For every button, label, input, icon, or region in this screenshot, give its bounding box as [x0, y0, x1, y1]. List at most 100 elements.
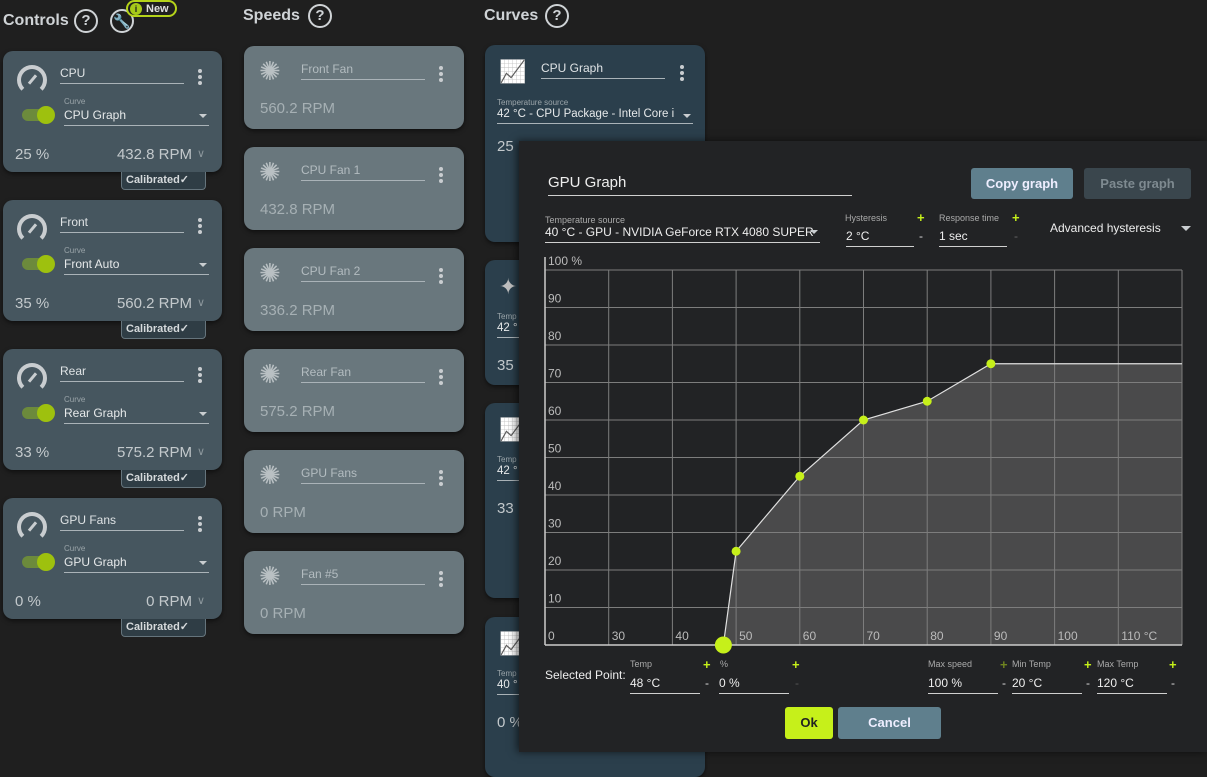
- curve-point[interactable]: [731, 546, 741, 556]
- min-temp-input[interactable]: 20 °C: [1012, 676, 1082, 694]
- advanced-hysteresis-dropdown[interactable]: Advanced hysteresis: [1050, 221, 1191, 235]
- enable-toggle[interactable]: [22, 255, 55, 273]
- response-time-minus-button[interactable]: -: [1014, 229, 1018, 243]
- speed-rpm: 0 RPM: [260, 504, 306, 521]
- curve-value: GPU Graph: [64, 555, 127, 569]
- min-temp-minus-button[interactable]: -: [1086, 676, 1090, 690]
- max-temp-minus-button[interactable]: -: [1171, 676, 1175, 690]
- more-options-icon[interactable]: [198, 218, 202, 236]
- wrench-icon[interactable]: 🔧: [110, 9, 134, 33]
- response-time-label: Response time: [939, 213, 1000, 223]
- control-name-input[interactable]: GPU Fans: [60, 513, 184, 531]
- x-tick-label: 30: [612, 629, 626, 643]
- percent-plus-button[interactable]: +: [792, 657, 800, 672]
- caret-down-icon: [683, 114, 691, 118]
- calibrated-label: Calibrated: [126, 472, 180, 484]
- more-options-icon[interactable]: [198, 516, 202, 534]
- graph-name-input[interactable]: GPU Graph: [548, 174, 852, 196]
- enable-toggle[interactable]: [22, 106, 55, 124]
- speed-rpm: 575.2 RPM: [260, 403, 336, 420]
- percent-minus-button[interactable]: -: [795, 676, 799, 690]
- speed-rpm: 0 RPM: [260, 605, 306, 622]
- response-time-plus-button[interactable]: +: [1012, 210, 1020, 225]
- max-speed-plus-button[interactable]: +: [1000, 657, 1008, 672]
- curve-select[interactable]: Front Auto: [64, 257, 209, 275]
- response-time-input[interactable]: 1 sec: [939, 229, 1007, 247]
- percent-input[interactable]: 0 %: [719, 676, 789, 694]
- temperature-source-label: Temp: [497, 312, 517, 321]
- curve-point[interactable]: [795, 471, 805, 481]
- curve-label: Curve: [64, 97, 86, 106]
- ok-button[interactable]: Ok: [785, 707, 833, 739]
- more-options-icon[interactable]: [198, 69, 202, 87]
- speeds-help-icon[interactable]: ?: [308, 4, 332, 28]
- more-options-icon[interactable]: [439, 167, 443, 185]
- temperature-source-select[interactable]: 42 °C - CPU Package - Intel Core i: [497, 108, 693, 124]
- min-temp-plus-button[interactable]: +: [1084, 657, 1092, 672]
- control-name-input[interactable]: Front: [60, 215, 184, 233]
- max-temp-input[interactable]: 120 °C: [1097, 676, 1167, 694]
- max-speed-minus-button[interactable]: -: [1002, 676, 1006, 690]
- speed-name-input[interactable]: GPU Fans: [301, 466, 425, 484]
- hysteresis-minus-button[interactable]: -: [919, 229, 923, 243]
- controls-help-icon[interactable]: ?: [74, 9, 98, 33]
- speed-name-input[interactable]: Fan #5: [301, 567, 425, 585]
- chevron-down-icon[interactable]: ∨: [196, 446, 205, 458]
- enable-toggle[interactable]: [22, 553, 55, 571]
- caret-down-icon: [199, 561, 207, 565]
- control-name-input[interactable]: Rear: [60, 364, 184, 382]
- copy-graph-button[interactable]: Copy graph: [971, 168, 1073, 199]
- control-card: GPU Fans Curve GPU Graph 0 % 0 RPM ∨: [3, 498, 222, 619]
- sparkle-icon: ✦: [499, 274, 518, 299]
- temp-input[interactable]: 48 °C: [630, 676, 700, 694]
- cancel-button[interactable]: Cancel: [838, 707, 941, 739]
- temperature-source-select[interactable]: 40 °C - GPU - NVIDIA GeForce RTX 4080 SU…: [545, 225, 820, 243]
- new-badge[interactable]: i New: [126, 0, 177, 17]
- max-speed-input[interactable]: 100 %: [928, 676, 998, 694]
- speed-name-input[interactable]: Front Fan: [301, 62, 425, 80]
- paste-graph-button[interactable]: Paste graph: [1084, 168, 1191, 199]
- selected-curve-point[interactable]: [714, 636, 732, 654]
- curve-select[interactable]: GPU Graph: [64, 555, 209, 573]
- curve-select[interactable]: CPU Graph: [64, 108, 209, 126]
- curves-help-icon[interactable]: ?: [545, 4, 569, 28]
- curve-point[interactable]: [922, 396, 932, 406]
- more-options-icon[interactable]: [680, 65, 684, 83]
- curve-point[interactable]: [986, 359, 996, 369]
- more-options-icon[interactable]: [439, 66, 443, 84]
- more-options-icon[interactable]: [198, 367, 202, 385]
- temp-plus-button[interactable]: +: [703, 657, 711, 672]
- curve-name-input[interactable]: CPU Graph: [541, 61, 665, 79]
- temperature-source-label: Temperature source: [497, 98, 569, 107]
- control-card: CPU Curve CPU Graph 25 % 432.8 RPM ∨: [3, 51, 222, 172]
- fan-curve-chart[interactable]: 0 10 20 30 40 50 60 70 80 90 100 % 30 40 50 60 70 80 90 10…: [519, 141, 1207, 661]
- speed-name-input[interactable]: Rear Fan: [301, 365, 425, 383]
- max-temp-plus-button[interactable]: +: [1169, 657, 1177, 672]
- gauge-icon: [17, 363, 47, 393]
- calibrated-badge: Calibrated✓: [121, 470, 206, 488]
- hysteresis-plus-button[interactable]: +: [917, 210, 925, 225]
- curve-select[interactable]: Rear Graph: [64, 406, 209, 424]
- hysteresis-input[interactable]: 2 °C: [846, 229, 914, 247]
- speed-name-input[interactable]: CPU Fan 1: [301, 163, 425, 181]
- fan-icon: ✺: [259, 258, 281, 288]
- temp-minus-button[interactable]: -: [705, 676, 709, 690]
- chevron-down-icon[interactable]: ∨: [196, 297, 205, 309]
- caret-down-icon: [810, 230, 818, 234]
- curve-value: 25: [497, 138, 514, 155]
- chevron-down-icon[interactable]: ∨: [196, 148, 205, 160]
- fan-icon: ✺: [259, 561, 281, 591]
- enable-toggle[interactable]: [22, 404, 55, 422]
- y-tick-label: 30: [548, 517, 562, 531]
- control-name-input[interactable]: CPU: [60, 66, 184, 84]
- more-options-icon[interactable]: [439, 571, 443, 589]
- more-options-icon[interactable]: [439, 268, 443, 286]
- curve-point[interactable]: [859, 415, 868, 425]
- speed-card: ✺ CPU Fan 1 432.8 RPM: [244, 147, 464, 230]
- max-speed-label: Max speed: [928, 659, 973, 669]
- check-circle-icon: ✓: [179, 174, 190, 186]
- more-options-icon[interactable]: [439, 369, 443, 387]
- chevron-down-icon[interactable]: ∨: [196, 595, 205, 607]
- more-options-icon[interactable]: [439, 470, 443, 488]
- speed-name-input[interactable]: CPU Fan 2: [301, 264, 425, 282]
